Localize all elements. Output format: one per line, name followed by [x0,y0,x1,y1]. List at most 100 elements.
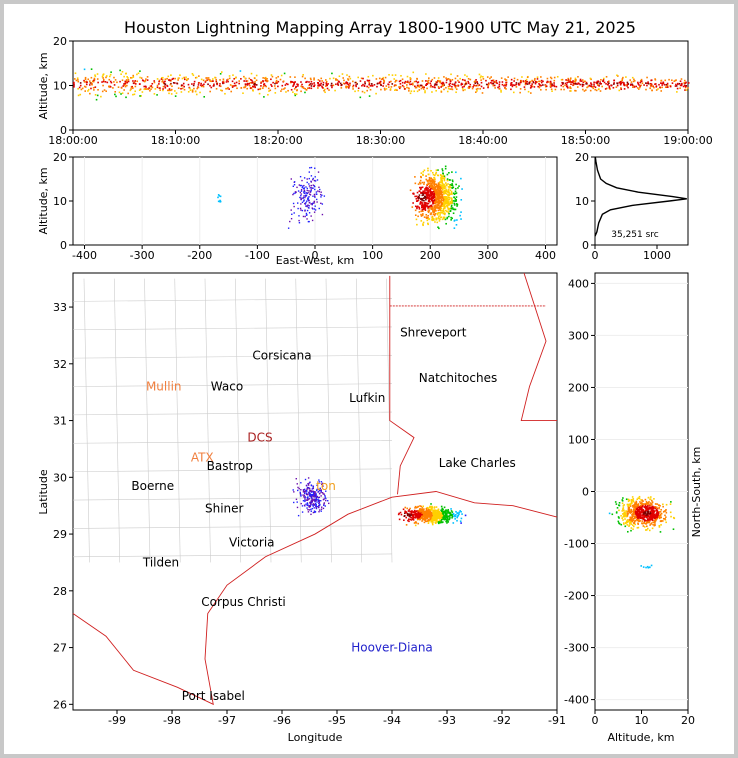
plan-source-point [447,508,449,511]
th-source-point [250,79,252,81]
th-source-point [510,83,513,86]
ans-source-point [642,525,645,527]
plan-source-point [296,501,298,503]
ew-source-point [425,198,427,201]
th-source-point [599,83,601,85]
th-source-point [281,88,283,91]
th-source-point [301,75,304,78]
ew-source-point [427,194,430,197]
ans-source-point [659,504,661,507]
ew-source-point [415,218,418,221]
ew-source-point [434,202,437,205]
ew-source-point [308,171,311,173]
th-source-point [222,78,225,81]
ans-source-point [646,520,648,523]
ew-source-point [441,218,444,221]
ans-source-point [639,520,641,522]
th-source-point [77,94,80,97]
th-source-point [117,86,120,88]
plan-source-point [311,490,313,492]
ans-source-point [650,508,652,511]
ans-source-point [646,502,649,505]
th-source-point [431,85,434,88]
th-source-point [659,86,661,89]
th-source-point [622,81,624,84]
plan-source-point [451,513,453,516]
plan-source-point [402,508,405,511]
ew-source-point [455,199,458,201]
ew-source-point [447,207,450,210]
ew-source-point [443,217,445,220]
th-source-point [141,79,144,81]
ans-source-point [658,524,661,527]
th-source-point [533,86,536,88]
ew-source-point [424,189,426,192]
ew-source-point [314,167,316,169]
th-source-point [335,78,337,80]
ans-source-point [658,516,660,519]
ew-source-point [448,172,450,174]
th-source-point [430,84,432,87]
th-source-point [127,92,129,95]
plan-source-point [440,520,443,522]
ew-source-point [443,187,446,190]
ans-source-point [627,505,629,508]
ans-source-point [646,525,648,528]
th-source-point [549,76,552,79]
ew-source-point [442,202,445,204]
th-source-point [564,84,566,87]
th-source-point [447,87,450,90]
th-source-point [181,77,184,80]
th-source-point [613,83,615,85]
ans-source-point [658,511,661,513]
th-source-point [349,77,352,80]
th-source-point [90,68,93,70]
ew-source-point [433,206,436,209]
th-source-point [210,86,213,89]
ew-source-point [314,185,316,188]
th-source-point [647,82,650,85]
th-source-point [482,75,484,78]
th-source-point [460,82,463,85]
ans-source-point [652,512,655,515]
ans-source-point [626,521,629,524]
th-source-point [293,81,295,84]
ew-source-point [431,181,433,183]
ew-source-point [452,212,455,215]
ans-source-point [650,509,653,512]
ew-source-point [422,208,425,211]
ew-source-point [298,219,300,222]
ans-source-point [640,565,643,567]
th-source-point [243,75,245,78]
th-source-point [666,86,669,88]
th-source-point [244,83,247,85]
ew-source-point [316,201,318,203]
th-source-point [164,80,166,83]
plan-source-point [430,503,432,505]
th-source-point [490,79,493,82]
th-source-point [425,84,427,86]
th-source-point [154,88,157,90]
th-source-point [248,82,250,85]
plan-ytick-label: 31 [53,415,67,428]
ew-source-point [312,202,314,204]
ans-source-point [649,498,651,501]
th-source-point [373,84,376,86]
th-source-point [663,83,666,86]
ans-source-point [641,512,644,514]
th-source-point [412,71,415,74]
th-source-point [378,77,381,80]
ew-source-point [440,175,443,178]
ew-source-point [433,208,436,210]
th-source-point [123,75,125,78]
th-source-point [83,79,85,82]
th-source-point [191,89,194,91]
ew-source-point [415,198,418,200]
th-source-point [158,83,160,85]
ans-xtick-label: 20 [681,714,695,727]
th-source-point [114,93,116,96]
th-source-point [140,77,143,79]
th-source-point [671,79,673,82]
th-source-point [126,76,128,78]
ans-source-point [634,506,636,508]
